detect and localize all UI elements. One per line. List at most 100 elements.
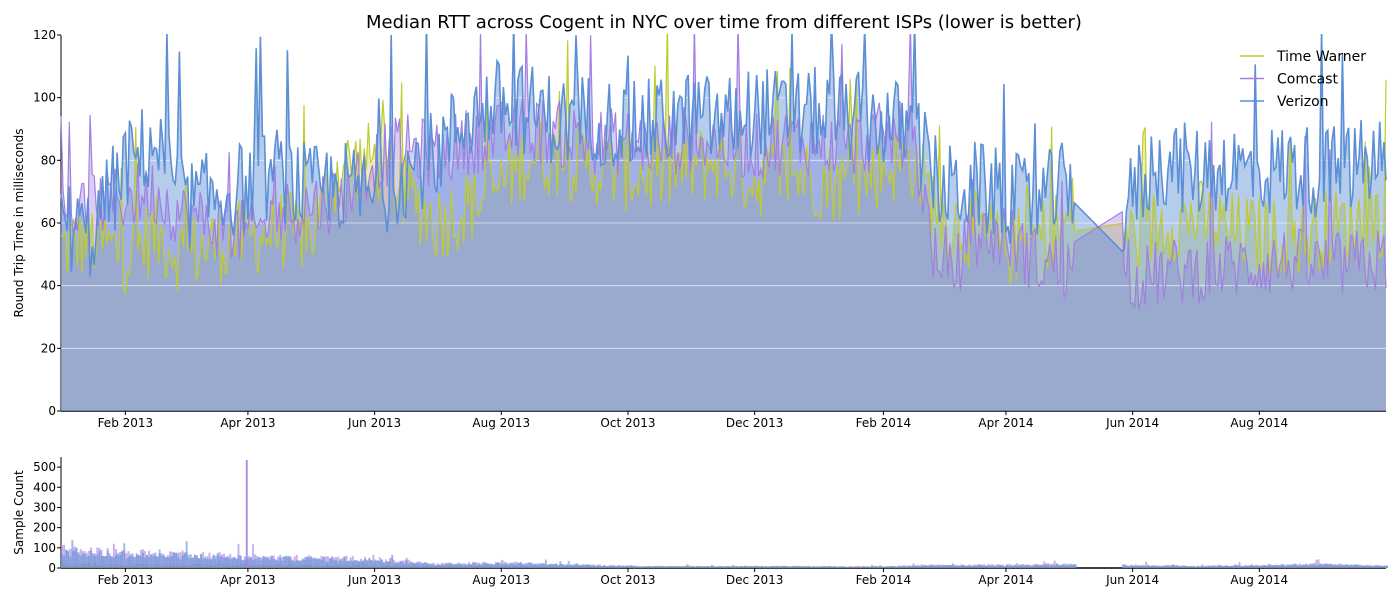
count-bar [287, 555, 290, 568]
count-bar [1263, 565, 1266, 568]
count-bar [586, 564, 589, 568]
count-bar [453, 564, 456, 568]
count-bar [704, 566, 707, 568]
count-bar [493, 564, 495, 568]
count-bar [212, 555, 215, 568]
count-bar [1047, 564, 1050, 568]
count-bar [544, 559, 547, 568]
count-bar [1286, 564, 1289, 568]
count-bar [862, 566, 865, 568]
count-bar [1383, 565, 1386, 568]
count-bar [910, 566, 913, 568]
count-bar [461, 564, 464, 568]
count-bar [1278, 565, 1280, 568]
count-bar [397, 563, 400, 568]
count-bar [1300, 564, 1303, 568]
count-bar [1159, 566, 1162, 568]
count-bar [524, 565, 527, 568]
count-bar [1041, 564, 1044, 568]
count-bar [1128, 566, 1131, 568]
count-bar [1292, 564, 1295, 568]
count-bar [1346, 565, 1349, 568]
count-bar [94, 553, 97, 568]
count-bar [416, 563, 419, 568]
count-bar [1170, 566, 1172, 568]
count-bar [1053, 560, 1056, 568]
count-bar [715, 566, 718, 568]
count-bar [559, 563, 562, 568]
count-bar [387, 561, 390, 568]
count-bar [191, 557, 194, 568]
count-bar [200, 553, 203, 568]
count-bar [1194, 566, 1197, 568]
count-bar [1035, 564, 1037, 568]
count-bar [382, 562, 385, 568]
count-bar [67, 550, 70, 568]
count-bar [542, 563, 545, 568]
count-bar [1030, 565, 1033, 568]
count-bar [817, 566, 819, 568]
count-bar [924, 565, 927, 568]
count-bar [1305, 564, 1307, 568]
count-bar [73, 551, 76, 568]
count-bar [648, 566, 651, 568]
count-bar [289, 556, 292, 568]
count-bar [1024, 565, 1027, 568]
count-bar [227, 557, 230, 568]
count-bar [588, 564, 591, 568]
count-bar [1167, 566, 1170, 568]
count-bar [1153, 566, 1156, 568]
count-bar [1298, 565, 1301, 568]
count-bar [252, 544, 255, 568]
count-bar [929, 565, 932, 568]
count-bar [225, 556, 228, 568]
count-bar [378, 561, 381, 568]
count-bar [403, 563, 406, 568]
count-bar [1155, 565, 1158, 568]
count-bar [468, 564, 471, 568]
count-bar [358, 561, 360, 568]
count-bar [1176, 565, 1179, 568]
count-bar [713, 566, 716, 568]
count-bar [1342, 565, 1345, 568]
count-bar [455, 564, 458, 568]
count-bar [1064, 565, 1067, 568]
count-bar [810, 566, 813, 568]
count-bar [272, 559, 275, 568]
count-bar [1273, 565, 1276, 568]
count-bar [112, 543, 115, 568]
count-bar [297, 560, 300, 568]
count-bar [999, 564, 1002, 568]
count-x-tick-label: Jun 2013 [347, 573, 401, 587]
plot-top-mask [61, 0, 1386, 34]
count-bar [520, 563, 522, 568]
count-bar [744, 566, 747, 568]
count-bar [439, 564, 441, 568]
count-bar [326, 561, 329, 568]
count-bar [881, 566, 884, 568]
count-bar [393, 563, 396, 568]
count-bar [875, 566, 878, 568]
count-bar [796, 566, 799, 568]
count-bar [740, 566, 743, 568]
count-bar [665, 566, 668, 568]
count-bar [692, 566, 695, 568]
count-bar [320, 560, 323, 568]
count-bar [960, 565, 963, 568]
count-bar [812, 566, 815, 568]
rtt-y-tick-label: 60 [41, 216, 56, 230]
count-bar [625, 565, 628, 568]
count-bar [1039, 565, 1042, 568]
count-bar [706, 566, 709, 568]
count-bar [318, 559, 321, 568]
count-bar [144, 557, 147, 568]
count-bar [1134, 566, 1137, 568]
count-bar [1240, 566, 1243, 568]
count-bar [893, 566, 896, 568]
count-bar [646, 565, 649, 568]
count-bar [418, 562, 421, 568]
count-bar [121, 551, 124, 568]
count-bar [989, 565, 992, 568]
count-bar [108, 555, 111, 568]
